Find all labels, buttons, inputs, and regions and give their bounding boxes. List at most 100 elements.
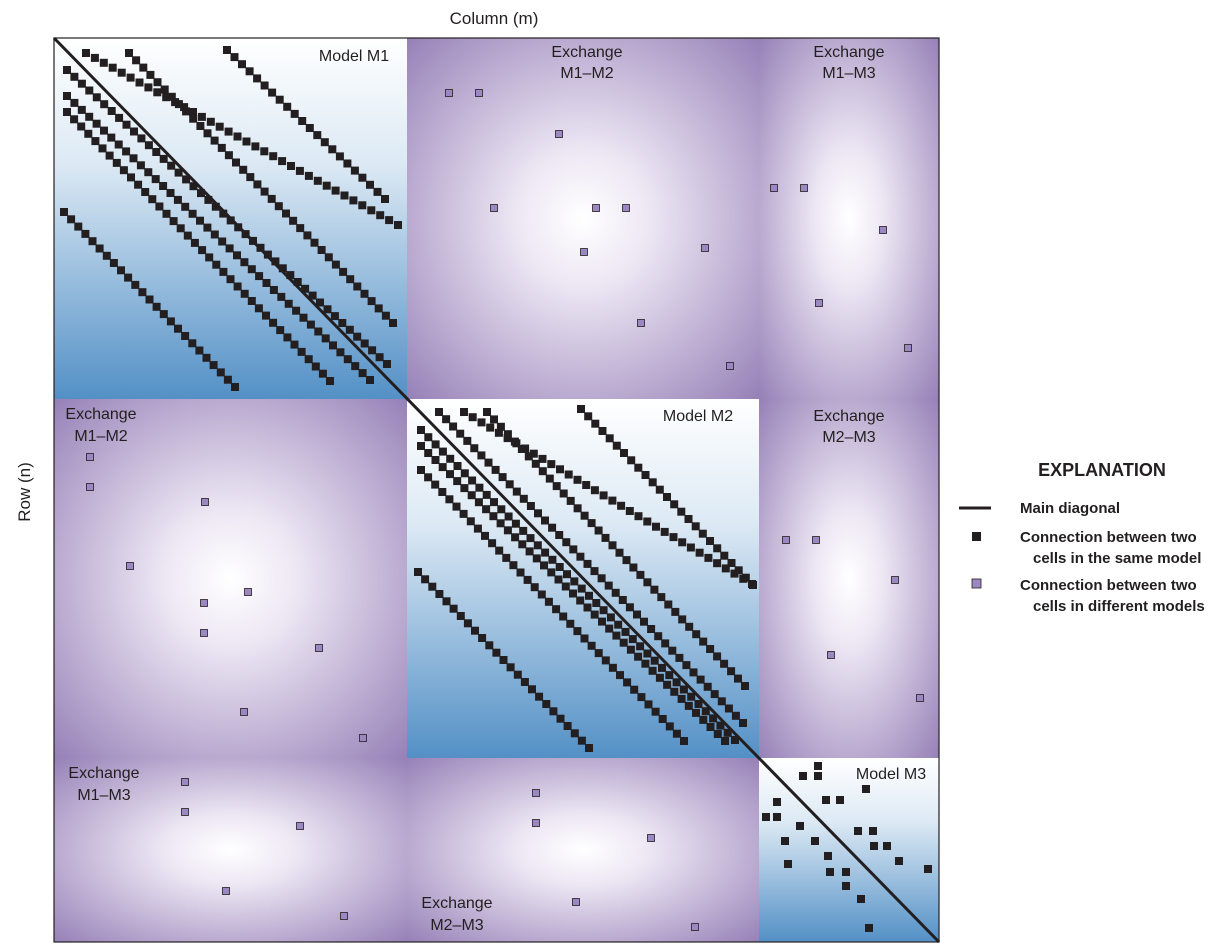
same-model-marker — [477, 451, 486, 460]
same-model-marker — [449, 604, 458, 613]
same-model-marker — [687, 692, 696, 701]
same-model-marker — [523, 575, 532, 584]
same-model-marker — [545, 474, 554, 483]
same-model-marker — [678, 538, 687, 547]
same-model-marker — [358, 369, 367, 378]
same-model-marker — [598, 427, 607, 435]
same-model-marker — [699, 637, 708, 646]
same-model-marker — [701, 707, 710, 716]
same-model-marker — [389, 319, 397, 327]
different-model-marker — [532, 789, 540, 797]
same-model-marker — [181, 202, 190, 211]
same-model-marker — [230, 53, 239, 62]
same-model-marker — [240, 258, 249, 267]
same-model-marker — [262, 311, 270, 320]
same-model-marker — [304, 355, 313, 364]
exchange-m1-m3-bottom-label-line1: Exchange — [68, 765, 139, 782]
same-model-marker — [351, 362, 360, 371]
same-model-marker — [513, 670, 522, 679]
same-model-marker — [640, 617, 648, 626]
same-model-marker — [626, 645, 635, 654]
same-model-marker — [85, 86, 94, 95]
same-model-marker — [139, 63, 148, 72]
same-model-marker — [216, 368, 225, 377]
same-model-marker — [209, 361, 218, 370]
same-model-marker — [530, 583, 539, 592]
same-model-marker — [924, 865, 932, 873]
same-model-marker — [734, 566, 743, 575]
same-model-marker — [566, 496, 575, 505]
exchange-m1-m3-top-label-line2: M1–M3 — [822, 65, 875, 82]
same-model-marker — [438, 463, 447, 472]
same-model-marker — [197, 112, 206, 121]
same-model-marker — [484, 458, 493, 467]
same-model-marker — [528, 685, 536, 694]
same-model-marker — [621, 627, 630, 636]
same-model-marker — [569, 545, 578, 554]
same-model-marker — [648, 478, 657, 487]
different-model-marker — [240, 708, 248, 716]
different-model-marker — [701, 244, 709, 252]
same-model-marker — [340, 191, 349, 200]
same-model-marker — [822, 796, 830, 804]
same-model-marker — [303, 231, 312, 240]
same-model-marker — [573, 504, 582, 513]
same-model-marker — [253, 74, 262, 83]
same-model-marker — [287, 162, 295, 170]
same-model-marker — [182, 175, 191, 184]
same-model-marker — [811, 837, 819, 845]
same-model-marker — [669, 533, 678, 542]
same-model-marker — [601, 656, 610, 665]
same-model-marker — [826, 868, 834, 876]
same-model-marker — [489, 512, 498, 521]
same-model-marker — [159, 154, 168, 163]
same-model-marker — [311, 362, 320, 371]
same-model-marker — [713, 544, 722, 553]
same-model-marker — [633, 610, 641, 619]
same-model-marker — [198, 246, 207, 255]
exchange-m1-m2-block-top — [407, 38, 759, 399]
same-model-marker — [491, 465, 500, 474]
same-model-marker — [623, 678, 632, 687]
same-model-marker — [316, 298, 324, 307]
same-model-marker — [679, 685, 688, 694]
exchange-m1-m3-bottom-label-line2: M1–M3 — [77, 787, 130, 804]
same-model-marker — [275, 95, 284, 104]
same-model-marker — [217, 143, 226, 152]
same-model-marker — [577, 736, 586, 745]
same-model-marker — [585, 591, 593, 600]
same-model-marker — [203, 223, 212, 232]
same-model-marker — [223, 375, 232, 384]
same-model-marker — [583, 603, 592, 612]
same-model-marker — [331, 260, 340, 269]
same-model-marker — [63, 92, 71, 100]
same-model-marker — [431, 456, 440, 464]
legend-different-models-line2: cells in different models — [1033, 598, 1205, 615]
same-model-marker — [460, 469, 469, 478]
same-model-marker — [269, 152, 278, 161]
same-model-marker — [460, 408, 468, 416]
exchange-m1-m3-block-bottom — [54, 758, 407, 942]
same-model-marker — [654, 632, 663, 641]
same-model-marker — [260, 81, 269, 90]
same-model-marker — [511, 519, 520, 528]
same-model-marker — [331, 186, 340, 195]
same-model-marker — [836, 796, 844, 804]
same-model-marker — [102, 251, 111, 260]
same-model-marker — [799, 772, 807, 780]
same-model-marker — [599, 491, 608, 500]
same-model-marker — [358, 201, 367, 210]
same-model-marker — [692, 708, 700, 717]
same-model-marker — [180, 103, 189, 112]
same-model-marker — [477, 418, 486, 427]
same-model-marker — [383, 360, 391, 368]
same-model-marker — [99, 58, 108, 67]
same-model-marker — [339, 267, 348, 276]
same-model-marker — [141, 188, 150, 196]
same-model-marker — [92, 119, 101, 128]
same-model-marker — [63, 66, 71, 74]
same-model-marker — [107, 107, 116, 115]
same-model-marker — [495, 546, 504, 555]
same-model-marker — [496, 519, 505, 528]
